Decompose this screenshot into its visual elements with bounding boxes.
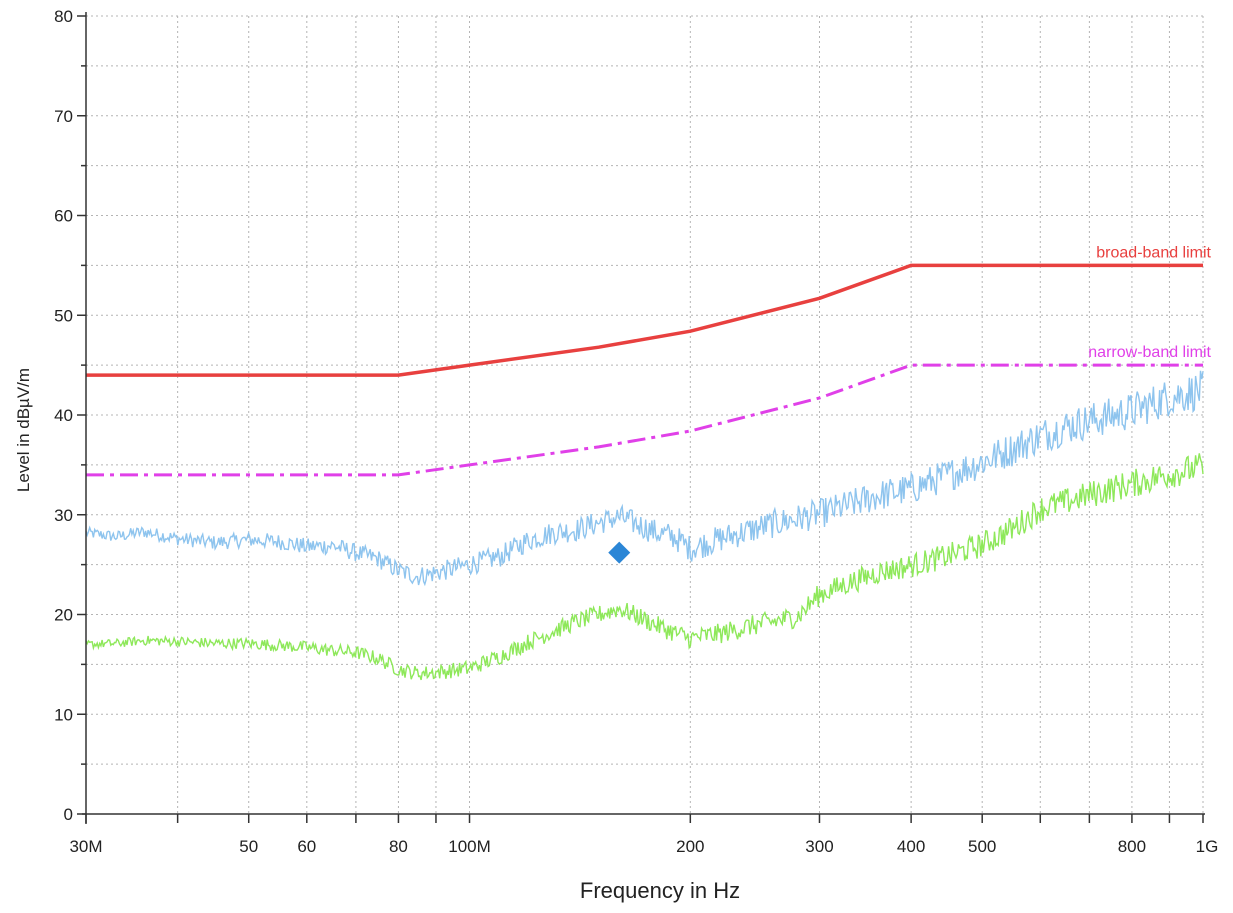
x-tick-label: 30M xyxy=(69,837,102,856)
limit-label-1: broad-band limit xyxy=(1096,244,1211,261)
x-tick-label: 50 xyxy=(239,837,258,856)
x-axis-title: Frequency in Hz xyxy=(580,878,740,903)
x-tick-label: 200 xyxy=(676,837,704,856)
series-line-2 xyxy=(85,453,1204,681)
y-axis-title: Level in dBµV/m xyxy=(14,368,33,492)
x-tick-label: 800 xyxy=(1118,837,1146,856)
y-tick-label: 40 xyxy=(54,406,73,425)
limit-lines: broad-band limit narrow-band limit xyxy=(86,244,1212,477)
tick-labels: 0 10 20 30 40 50 60 70 80 30M 50 60 80 100M 200 300 400 5… xyxy=(54,7,1218,856)
series-line-1 xyxy=(85,370,1204,587)
markers xyxy=(608,541,631,564)
y-tick-label: 50 xyxy=(54,306,73,325)
measurement-traces xyxy=(85,370,1204,681)
x-tick-label: 60 xyxy=(297,837,316,856)
x-tick-label: 300 xyxy=(805,837,833,856)
y-tick-label: 70 xyxy=(54,107,73,126)
y-tick-label: 20 xyxy=(54,606,73,625)
limit-line-2 xyxy=(86,363,1203,477)
limit-label-2: narrow-band limit xyxy=(1088,344,1211,361)
axes xyxy=(77,12,1205,824)
y-tick-label: 0 xyxy=(64,805,73,824)
y-tick-label: 10 xyxy=(54,705,73,724)
x-tick-label: 80 xyxy=(389,837,408,856)
grid xyxy=(86,15,1204,814)
y-tick-label: 30 xyxy=(54,506,73,525)
x-tick-label: 1G xyxy=(1196,837,1219,856)
y-tick-label: 60 xyxy=(54,207,73,226)
x-tick-label: 100M xyxy=(448,837,491,856)
y-tick-label: 80 xyxy=(54,7,73,26)
limit-line-1 xyxy=(86,263,1203,377)
x-tick-label: 400 xyxy=(897,837,925,856)
x-tick-label: 500 xyxy=(968,837,996,856)
diamond-marker xyxy=(608,541,631,564)
